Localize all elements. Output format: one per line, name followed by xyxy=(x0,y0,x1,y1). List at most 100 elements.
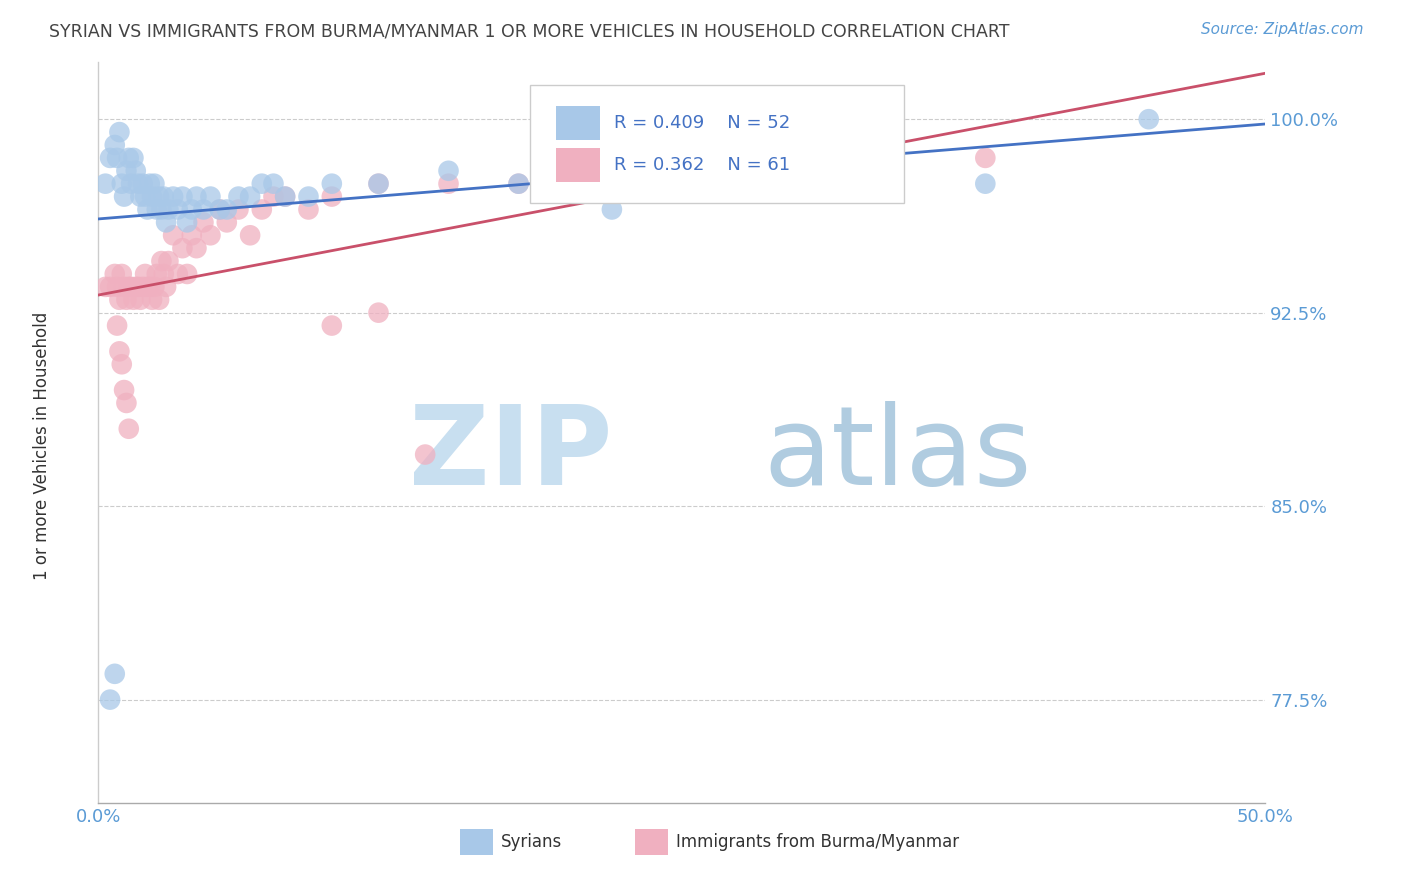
Text: SYRIAN VS IMMIGRANTS FROM BURMA/MYANMAR 1 OR MORE VEHICLES IN HOUSEHOLD CORRELAT: SYRIAN VS IMMIGRANTS FROM BURMA/MYANMAR … xyxy=(49,22,1010,40)
Point xyxy=(111,357,134,371)
Point xyxy=(157,202,180,217)
Point xyxy=(155,215,177,229)
Point xyxy=(321,189,343,203)
Point xyxy=(141,189,163,203)
Point xyxy=(136,280,159,294)
Point xyxy=(834,151,856,165)
Point xyxy=(115,293,138,307)
Point xyxy=(262,189,284,203)
Text: 1 or more Vehicles in Household: 1 or more Vehicles in Household xyxy=(34,312,51,580)
Point xyxy=(104,267,127,281)
Point xyxy=(250,202,273,217)
Point xyxy=(112,189,135,203)
Point xyxy=(367,177,389,191)
Point xyxy=(228,202,250,217)
Point xyxy=(129,293,152,307)
Point xyxy=(157,254,180,268)
Point xyxy=(193,215,215,229)
Point xyxy=(193,202,215,217)
Point xyxy=(98,280,121,294)
Point xyxy=(120,177,142,191)
Point xyxy=(763,163,786,178)
Point xyxy=(215,202,238,217)
Point xyxy=(717,177,740,191)
Point xyxy=(208,202,231,217)
Point xyxy=(437,177,460,191)
Point xyxy=(166,267,188,281)
Point xyxy=(508,177,530,191)
Point xyxy=(834,151,856,165)
Point xyxy=(111,267,134,281)
Point xyxy=(413,448,436,462)
Point xyxy=(600,177,623,191)
Point xyxy=(148,189,170,203)
Point xyxy=(239,228,262,243)
Point xyxy=(186,189,208,203)
Point xyxy=(112,383,135,397)
FancyBboxPatch shape xyxy=(555,106,600,140)
Point xyxy=(297,202,319,217)
Point xyxy=(108,125,131,139)
Point xyxy=(108,344,131,359)
Point xyxy=(274,189,297,203)
Point xyxy=(152,267,174,281)
Text: Syrians: Syrians xyxy=(501,833,562,851)
Point xyxy=(150,202,173,217)
Point xyxy=(146,202,169,217)
Point xyxy=(367,177,389,191)
Text: ZIP: ZIP xyxy=(409,401,612,508)
Point xyxy=(112,280,135,294)
Point xyxy=(152,189,174,203)
Point xyxy=(186,241,208,255)
Point xyxy=(974,151,997,165)
Point xyxy=(437,163,460,178)
FancyBboxPatch shape xyxy=(530,85,904,203)
Point xyxy=(139,177,162,191)
Point xyxy=(150,254,173,268)
Point xyxy=(127,280,149,294)
Point xyxy=(717,163,740,178)
Point xyxy=(297,189,319,203)
Point xyxy=(136,202,159,217)
Point xyxy=(200,228,222,243)
Point xyxy=(143,280,166,294)
Point xyxy=(105,280,128,294)
Point xyxy=(228,189,250,203)
Point xyxy=(600,202,623,217)
Point xyxy=(118,280,141,294)
Point xyxy=(111,177,134,191)
Text: R = 0.409    N = 52: R = 0.409 N = 52 xyxy=(614,114,790,132)
Point xyxy=(141,293,163,307)
Point xyxy=(180,228,202,243)
Point xyxy=(162,189,184,203)
Point xyxy=(122,151,145,165)
Point xyxy=(1137,112,1160,127)
Point xyxy=(321,177,343,191)
Point xyxy=(208,202,231,217)
Point xyxy=(155,280,177,294)
Text: Source: ZipAtlas.com: Source: ZipAtlas.com xyxy=(1201,22,1364,37)
Point xyxy=(367,306,389,320)
Point xyxy=(98,692,121,706)
Point xyxy=(176,267,198,281)
Point xyxy=(105,151,128,165)
Point xyxy=(172,241,194,255)
Point xyxy=(132,280,155,294)
Point xyxy=(166,202,188,217)
Text: Immigrants from Burma/Myanmar: Immigrants from Burma/Myanmar xyxy=(676,833,959,851)
Point xyxy=(146,267,169,281)
Text: atlas: atlas xyxy=(763,401,1032,508)
Point xyxy=(132,177,155,191)
Point xyxy=(143,177,166,191)
Point xyxy=(176,215,198,229)
Point xyxy=(115,396,138,410)
FancyBboxPatch shape xyxy=(636,830,668,855)
Point xyxy=(148,293,170,307)
Point xyxy=(200,189,222,203)
Point xyxy=(118,422,141,436)
Point xyxy=(127,177,149,191)
Point xyxy=(125,163,148,178)
Point xyxy=(125,280,148,294)
Point xyxy=(118,151,141,165)
Point xyxy=(321,318,343,333)
